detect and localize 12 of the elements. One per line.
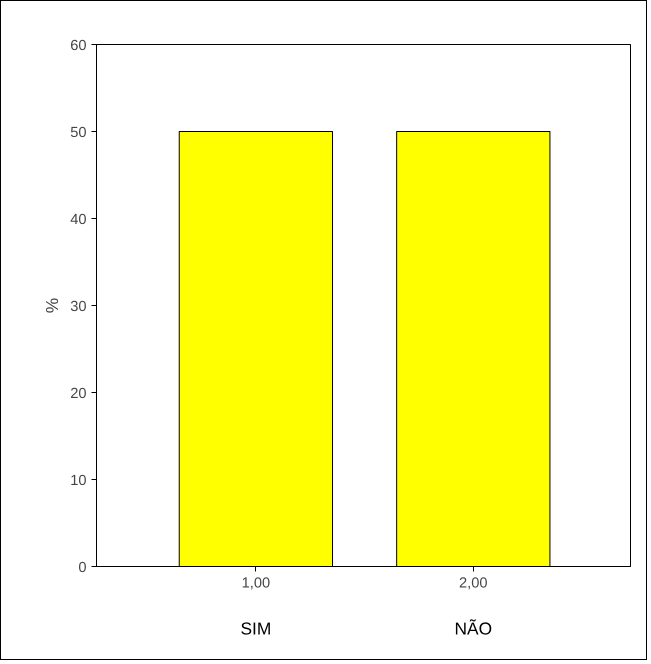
y-tick-label: 20	[70, 386, 87, 402]
y-tick-label: 40	[70, 212, 87, 228]
y-tick-label: 0	[78, 560, 87, 576]
y-tick-label: 30	[70, 299, 87, 315]
text: NÃO	[454, 618, 492, 638]
y-tick-label: 50	[70, 125, 87, 141]
y-tick-label: 10	[70, 473, 87, 489]
y-axis-title: %	[42, 298, 62, 314]
x-tick-label: 2,00	[459, 576, 488, 592]
text: SIM	[240, 618, 272, 638]
x-tick-label: 1,00	[242, 576, 270, 592]
y-tick-label: 60	[70, 38, 87, 54]
